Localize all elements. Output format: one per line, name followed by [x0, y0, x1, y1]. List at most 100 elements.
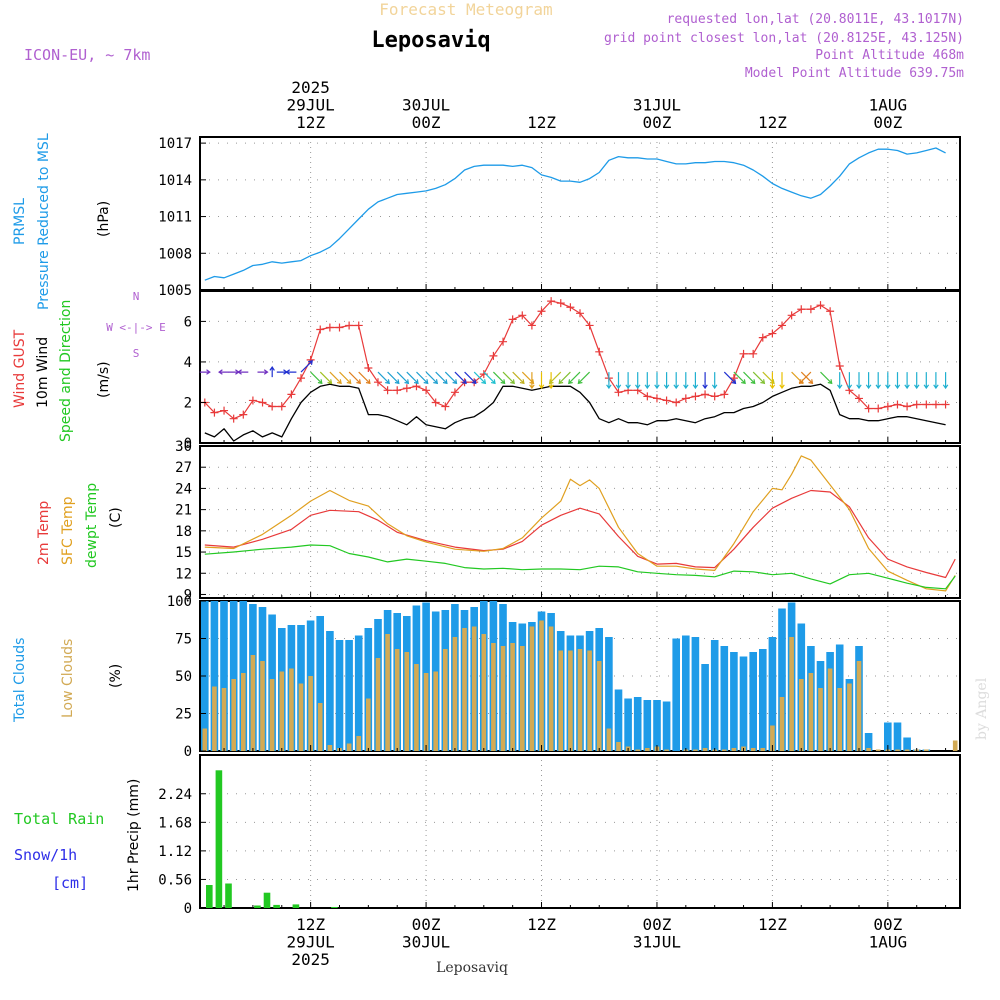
low-clouds-bar [500, 646, 506, 751]
wind-gust-marker [768, 329, 777, 338]
wind-gust-marker [345, 321, 354, 330]
wind-gust-marker [210, 408, 219, 417]
chart-title: Leposaviq [371, 28, 490, 53]
panel-frames [199, 136, 961, 909]
wind-gust-marker [883, 402, 892, 411]
pressure-line [204, 147, 946, 281]
wind-direction-arrow [577, 371, 591, 385]
wind-direction-arrow [779, 372, 785, 390]
wind-direction-arrow [923, 372, 930, 390]
low-clouds-bar [596, 661, 602, 751]
wind-gust-marker [316, 325, 325, 334]
low-clouds-bar [645, 748, 650, 751]
temp-ytick-label: 18 [175, 524, 192, 540]
wind-direction-arrow [339, 371, 352, 385]
wind-gust-marker [277, 402, 286, 411]
low-clouds-bar [875, 749, 881, 751]
wind-gust-marker [778, 321, 787, 330]
wind-direction-arrow [512, 371, 525, 385]
low-clouds-bar [423, 673, 429, 751]
wind-gust-marker [364, 364, 373, 373]
wind-direction-arrow [723, 371, 737, 385]
low-clouds-bar [491, 643, 496, 751]
wind-gust-marker [431, 398, 440, 407]
wind-gust-marker [903, 402, 912, 411]
low-clouds-bar [529, 626, 535, 751]
wind-direction-arrow [942, 372, 949, 390]
wind-gust-marker [787, 311, 796, 320]
low-clouds-bar [770, 725, 775, 751]
wind-direction-arrow [319, 371, 333, 385]
low-clouds-bar [481, 634, 487, 751]
wind-direction-arrow [454, 371, 467, 385]
wind-direction-arrow [673, 372, 679, 390]
wind-ytick-label: 6 [184, 314, 192, 330]
wind-gust-marker [566, 303, 575, 312]
low-clouds-bar [856, 661, 862, 751]
wind-direction-arrow [396, 371, 410, 385]
top-time-label: 31JUL [633, 96, 681, 115]
temp-frame [199, 445, 961, 599]
low-clouds-bar [818, 688, 823, 751]
wind-gust-marker [835, 361, 844, 370]
precip-ytick-label: 1.68 [158, 815, 192, 831]
wind-direction-arrow [625, 372, 631, 390]
total-clouds-bar [653, 700, 661, 751]
rain-bar [292, 904, 300, 908]
low-clouds-bar [452, 637, 458, 751]
low-clouds-bar [356, 736, 361, 751]
wind-frame [199, 290, 961, 444]
pressure-ytick-label: 1011 [158, 210, 192, 226]
wind-panel-labels: Wind GUST 10m Wind Speed and Direction (… [12, 290, 166, 442]
total-clouds-bar [749, 652, 757, 751]
wind-direction-arrow [228, 369, 240, 375]
total-clouds-bar [682, 635, 690, 751]
wind-direction-arrow [348, 371, 362, 385]
wind-direction-arrow [218, 369, 230, 375]
bottom-time-label: 30JUL [402, 933, 450, 952]
wind-direction-arrow [733, 371, 746, 385]
wind-direction-arrow [798, 371, 812, 385]
wind-gust-marker [826, 307, 835, 316]
clouds-ytick-label: 75 [175, 632, 192, 648]
total-rain-label: Total Rain [14, 810, 104, 828]
total-clouds-bar [893, 722, 902, 751]
low-clouds-bar [404, 652, 410, 751]
wind-gust-marker [335, 323, 344, 332]
wind-direction-arrow [483, 371, 496, 385]
wind-direction-arrow [837, 372, 843, 390]
top-time-label: 00Z [873, 113, 902, 132]
low-clouds-bar [279, 671, 285, 751]
wind-direction-arrow [743, 371, 756, 385]
low-clouds-bar [443, 649, 448, 751]
low-clouds-bar [548, 626, 554, 751]
low-clouds-bar [558, 650, 563, 751]
wind-direction-arrow [300, 360, 313, 373]
clouds-ytick-label: 100 [167, 594, 192, 610]
temp-panel-labels: 2m Temp SFC Temp dewpt Temp (C) [36, 483, 124, 568]
low-clouds-bar [250, 655, 256, 751]
wind-gust-marker [874, 404, 883, 413]
wind-gust-marker [931, 400, 940, 409]
rain-bar [254, 905, 261, 908]
top-time-label: 00Z [643, 113, 672, 132]
wind-direction-arrow [558, 371, 571, 385]
rain-bar [215, 770, 223, 908]
top-time-label: 30JUL [402, 96, 450, 115]
wind-direction-arrow [387, 371, 400, 385]
chart-subtitle: Forecast Meteogram [379, 0, 552, 19]
chart-marks [199, 147, 958, 908]
low-clouds-bar [837, 688, 842, 751]
wind-direction-arrow [502, 371, 515, 385]
wind-gust-marker [258, 398, 267, 407]
pressure-ytick-label: 1008 [158, 246, 192, 262]
wind-direction-arrow [199, 369, 211, 375]
total-clouds-bar [903, 737, 911, 751]
temp-2m-line [204, 489, 956, 579]
low-clouds-bar [510, 643, 515, 751]
low-clouds-bar [577, 649, 583, 751]
model-altitude: Model Point Altitude 639.75m [745, 66, 964, 81]
grid-lines [200, 137, 960, 909]
low-clouds-bar [346, 743, 352, 751]
